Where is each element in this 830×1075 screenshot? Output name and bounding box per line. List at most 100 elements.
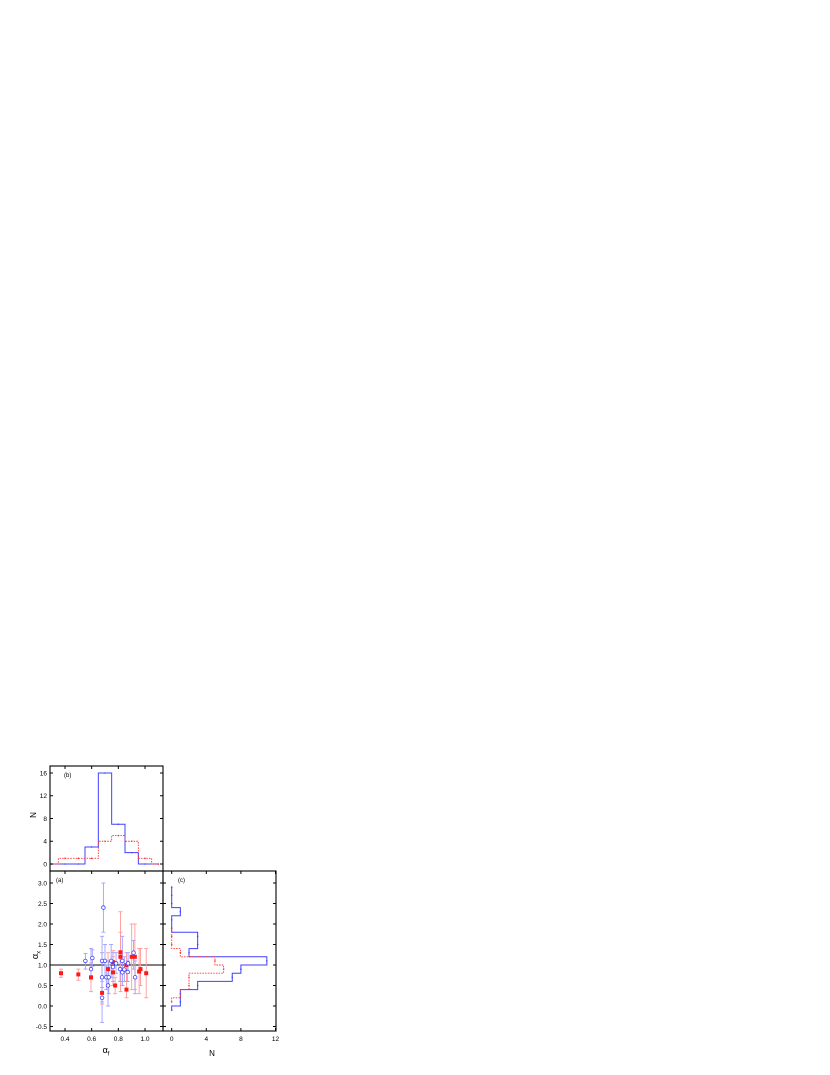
y-tick-label-b: 4 <box>43 839 47 846</box>
y-tick-label-a: 0.0 <box>38 1003 47 1010</box>
blue-circle-point <box>105 983 111 988</box>
y-tick-label-a: 3.0 <box>38 880 47 887</box>
panel-a-plot <box>50 882 163 1023</box>
panel-b-frame <box>49 765 164 872</box>
x-axis-label-symbol: α <box>103 1045 108 1055</box>
red-square-point <box>137 969 142 974</box>
blue-histogram-c-bin-marker <box>170 886 173 888</box>
blue-circle-point <box>106 975 111 980</box>
panel-b-label: (b) <box>64 773 71 779</box>
y-tick-label-b: 0 <box>43 861 47 868</box>
x-tick-label-c: 8 <box>239 1036 243 1043</box>
x-tick-label-c: 12 <box>272 1036 280 1043</box>
y-tick-label-a: 0.5 <box>38 983 47 990</box>
blue-histogram-c-bin-marker <box>179 910 182 913</box>
x-tick-label-a: 0.4 <box>60 1036 69 1043</box>
blue-histogram-c-bin-marker <box>170 894 173 897</box>
blue-histogram-step-line <box>51 772 159 865</box>
panel-c-frame <box>162 870 277 1032</box>
red-square-point <box>113 983 118 988</box>
red-square-point <box>138 967 143 972</box>
red-square-point <box>89 975 93 980</box>
red-histogram-c-bin-marker <box>170 943 173 946</box>
red-histogram-bin-marker <box>90 857 93 860</box>
blue-histogram-c-bin-marker <box>240 968 242 970</box>
red-square-point <box>59 971 63 976</box>
blue-circle-point <box>113 961 119 966</box>
red-square-point <box>100 990 105 995</box>
red-square-point <box>124 963 129 967</box>
x-axis-label-n: N <box>209 1049 215 1058</box>
red-histogram-c-bin-marker <box>179 951 182 954</box>
red-square-point <box>118 954 123 959</box>
blue-circle-point <box>99 975 105 980</box>
blue-histogram-c-bin-marker <box>179 1001 182 1003</box>
blue-circle-point <box>132 975 138 980</box>
red-histogram-bin-marker <box>64 857 66 860</box>
red-histogram-c-bin-marker <box>222 968 225 970</box>
red-square-point <box>129 954 134 959</box>
blue-histogram-c-bin-marker <box>188 951 190 954</box>
red-square-point <box>144 971 149 976</box>
blue-histogram-bin-marker <box>64 863 66 865</box>
red-square-point <box>111 970 115 975</box>
blue-histogram-bin-marker <box>130 851 133 854</box>
y-tick-label-b: 8 <box>43 816 47 823</box>
panel-b-plot <box>50 772 160 865</box>
blue-circle-point <box>117 966 123 972</box>
y-axis-label-subscript: x <box>37 951 43 954</box>
blue-circle-point <box>101 905 106 910</box>
blue-circle-point <box>83 958 88 964</box>
blue-circle-point <box>108 958 114 964</box>
red-square-point <box>111 960 115 965</box>
red-histogram-step-line <box>51 835 159 865</box>
blue-circle-point <box>102 958 108 964</box>
blue-histogram-c-bin-marker <box>196 984 199 987</box>
y-tick-label-a: 2.0 <box>38 921 47 928</box>
panel-c-label: (c) <box>178 878 185 884</box>
red-square-point <box>106 967 111 972</box>
blue-histogram-c-bin-marker <box>170 902 173 905</box>
blue-circle-point <box>120 958 125 964</box>
blue-circle-point <box>122 967 127 972</box>
blue-histogram-bin-marker <box>144 863 146 865</box>
red-square-point <box>132 954 137 959</box>
x-tick-label-a: 0.6 <box>87 1036 96 1043</box>
blue-histogram-c-bin-marker <box>196 935 199 938</box>
x-axis-label-subscript: f <box>108 1052 110 1058</box>
red-square-point <box>76 972 81 977</box>
blue-histogram-bin-marker <box>77 863 80 865</box>
blue-histogram-c-bin-marker <box>170 919 173 921</box>
blue-histogram-c-bin-marker <box>231 976 234 979</box>
x-tick-label-c: 0 <box>170 1036 174 1043</box>
blue-histogram-c-step-line <box>171 887 268 1011</box>
blue-circle-point <box>88 966 94 972</box>
blue-circle-point <box>99 995 105 1000</box>
blue-circle-point <box>120 970 125 975</box>
blue-histogram-bin-marker <box>104 772 106 774</box>
y-axis-label-alpha-x: αx <box>30 951 43 959</box>
red-histogram-c-step-line <box>171 928 225 1002</box>
red-histogram-c-bin-marker <box>170 1001 173 1003</box>
blue-circle-point <box>110 964 116 970</box>
blue-histogram-c-bin-marker <box>196 943 199 946</box>
y-tick-label-a: 2.5 <box>38 901 47 908</box>
red-histogram-c-bin-marker <box>188 984 190 987</box>
x-axis-label-alpha-f: αf <box>103 1045 110 1058</box>
red-histogram-bin-marker <box>77 857 80 860</box>
blue-circle-point <box>125 961 131 966</box>
blue-histogram-c-bin-marker <box>266 960 268 962</box>
red-histogram-c-bin-marker <box>188 976 190 979</box>
red-histogram-bin-marker <box>104 840 106 843</box>
red-histogram-c-bin-marker <box>179 992 182 995</box>
y-tick-label-b: 12 <box>40 793 48 800</box>
y-tick-label-b: 16 <box>40 770 48 777</box>
blue-histogram-bin-marker <box>117 823 120 825</box>
y-tick-label-a: 1.5 <box>38 942 47 949</box>
blue-histogram-bin-marker <box>90 846 93 848</box>
red-square-point <box>124 987 129 992</box>
panel-a-label: (a) <box>56 878 63 884</box>
blue-circle-point <box>90 955 95 961</box>
red-histogram-bin-marker <box>157 863 160 865</box>
